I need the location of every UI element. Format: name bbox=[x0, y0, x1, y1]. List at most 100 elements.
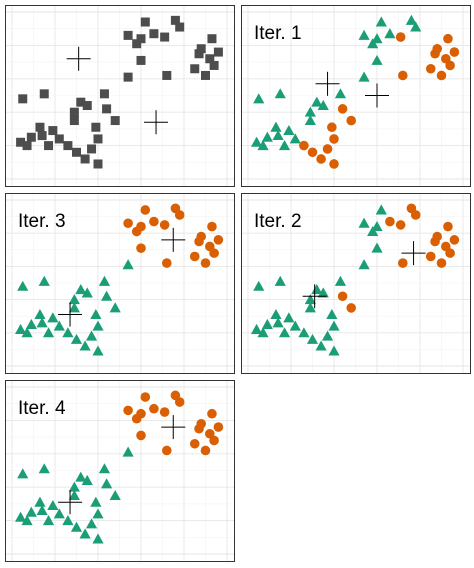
data-points bbox=[15, 203, 224, 356]
point-unassigned bbox=[170, 15, 180, 25]
point-cluster-1 bbox=[253, 280, 265, 291]
point-cluster-1 bbox=[85, 330, 98, 341]
point-cluster-1 bbox=[79, 340, 91, 351]
point-cluster-1 bbox=[375, 16, 387, 27]
point-unassigned bbox=[190, 64, 200, 74]
point-cluster-1 bbox=[25, 318, 37, 329]
data-points bbox=[16, 15, 223, 169]
point-unassigned bbox=[175, 22, 185, 32]
data-points bbox=[251, 14, 460, 169]
point-cluster-1 bbox=[261, 318, 273, 329]
point-cluster-2 bbox=[398, 70, 408, 81]
point-cluster-1 bbox=[98, 275, 111, 286]
point-cluster-1 bbox=[42, 515, 55, 526]
point-unassigned bbox=[22, 141, 32, 151]
point-cluster-1 bbox=[358, 259, 370, 270]
point-cluster-2 bbox=[322, 144, 333, 154]
point-cluster-1 bbox=[15, 511, 27, 522]
point-cluster-2 bbox=[123, 218, 133, 229]
point-cluster-2 bbox=[174, 210, 185, 220]
point-cluster-2 bbox=[436, 258, 447, 268]
centroid-marker-2 bbox=[144, 110, 169, 135]
point-cluster-2 bbox=[425, 251, 436, 262]
point-cluster-1 bbox=[68, 302, 80, 313]
point-unassigned bbox=[136, 34, 146, 44]
point-cluster-1 bbox=[15, 323, 27, 334]
point-cluster-2 bbox=[159, 220, 170, 230]
point-cluster-1 bbox=[304, 294, 316, 305]
point-cluster-2 bbox=[200, 258, 211, 268]
point-cluster-2 bbox=[207, 408, 217, 419]
point-cluster-1 bbox=[47, 499, 59, 511]
point-cluster-1 bbox=[68, 489, 80, 501]
panel-label: Iter. 3 bbox=[18, 211, 66, 232]
point-cluster-2 bbox=[209, 435, 219, 446]
point-unassigned bbox=[16, 137, 26, 147]
centroid-marker-1 bbox=[302, 284, 327, 309]
point-cluster-1 bbox=[90, 496, 102, 507]
point-cluster-1 bbox=[311, 284, 323, 295]
panel-grid bbox=[6, 381, 234, 561]
point-cluster-2 bbox=[329, 159, 339, 169]
point-unassigned bbox=[18, 94, 28, 104]
point-unassigned bbox=[136, 55, 146, 65]
point-unassigned bbox=[82, 101, 92, 111]
point-unassigned bbox=[93, 159, 103, 169]
data-points bbox=[251, 203, 460, 356]
point-cluster-2 bbox=[196, 231, 206, 242]
point-cluster-2 bbox=[445, 60, 455, 71]
centroid-marker-2 bbox=[365, 83, 389, 108]
point-cluster-1 bbox=[90, 308, 102, 320]
point-cluster-1 bbox=[371, 54, 383, 65]
point-cluster-1 bbox=[70, 333, 83, 344]
point-unassigned bbox=[63, 141, 73, 151]
point-cluster-1 bbox=[304, 106, 316, 117]
point-cluster-1 bbox=[85, 518, 98, 529]
point-cluster-1 bbox=[371, 220, 383, 232]
point-cluster-2 bbox=[398, 258, 408, 268]
centroid-marker-2 bbox=[161, 227, 186, 252]
point-cluster-2 bbox=[385, 216, 395, 227]
point-cluster-2 bbox=[123, 405, 133, 416]
panel-label: Iter. 2 bbox=[254, 211, 302, 232]
point-cluster-1 bbox=[278, 140, 291, 151]
point-unassigned bbox=[80, 154, 90, 164]
point-cluster-1 bbox=[272, 317, 284, 328]
point-cluster-2 bbox=[136, 221, 146, 232]
point-cluster-1 bbox=[253, 93, 265, 104]
point-cluster-1 bbox=[109, 302, 121, 313]
point-cluster-1 bbox=[317, 99, 329, 110]
point-cluster-2 bbox=[213, 235, 224, 245]
point-unassigned bbox=[201, 70, 210, 80]
centroid-marker-1 bbox=[315, 71, 340, 96]
point-cluster-2 bbox=[395, 32, 406, 42]
centroid-marker-2 bbox=[401, 241, 426, 266]
point-cluster-2 bbox=[189, 438, 200, 449]
point-cluster-2 bbox=[346, 303, 357, 313]
point-unassigned bbox=[132, 39, 142, 49]
point-cluster-1 bbox=[68, 481, 80, 492]
point-cluster-2 bbox=[207, 221, 217, 232]
point-cluster-1 bbox=[21, 327, 33, 338]
point-cluster-2 bbox=[162, 445, 172, 456]
centroid-marker-1 bbox=[58, 302, 83, 327]
point-unassigned bbox=[87, 144, 97, 154]
point-unassigned bbox=[140, 17, 150, 27]
panel-5: Iter. 4 bbox=[5, 380, 235, 562]
point-cluster-2 bbox=[346, 115, 357, 126]
point-unassigned bbox=[209, 60, 219, 70]
centroid-marker-1 bbox=[66, 46, 91, 71]
centroid-marker-1 bbox=[58, 490, 83, 515]
point-cluster-1 bbox=[283, 124, 295, 136]
point-cluster-1 bbox=[334, 88, 347, 99]
point-unassigned bbox=[213, 47, 223, 57]
point-unassigned bbox=[110, 116, 120, 126]
point-cluster-2 bbox=[410, 210, 421, 220]
point-cluster-1 bbox=[42, 327, 55, 338]
point-unassigned bbox=[76, 97, 86, 107]
point-cluster-1 bbox=[62, 515, 74, 526]
point-cluster-1 bbox=[21, 515, 33, 526]
point-cluster-2 bbox=[316, 154, 326, 164]
point-cluster-2 bbox=[337, 291, 348, 302]
